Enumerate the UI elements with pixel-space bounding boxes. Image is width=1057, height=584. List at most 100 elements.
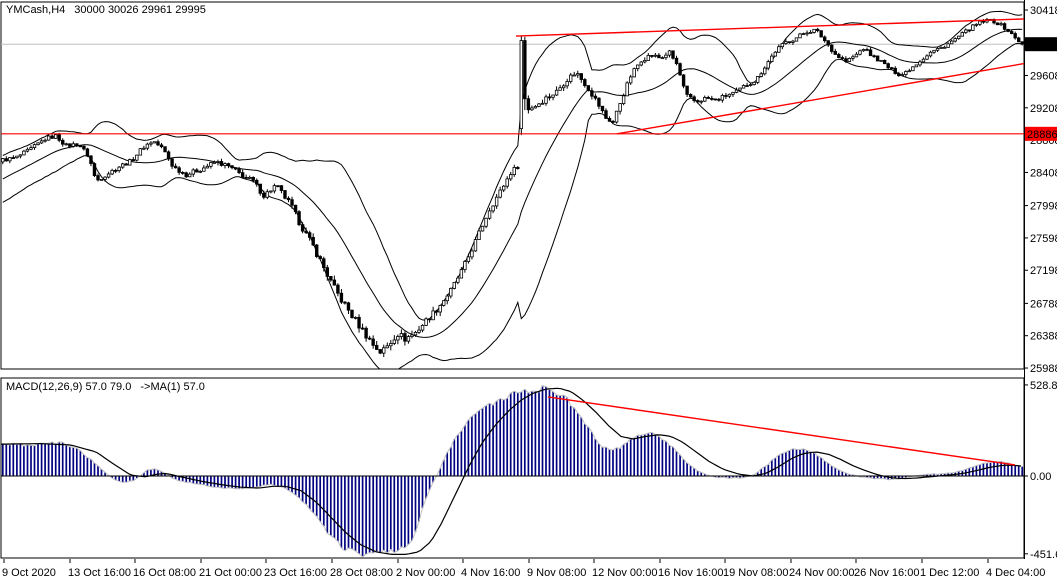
candle-bear bbox=[604, 110, 608, 119]
candle-bear bbox=[688, 93, 693, 98]
candle-bull bbox=[15, 155, 19, 159]
candle-bear bbox=[4, 158, 8, 162]
candle-bull bbox=[801, 33, 806, 35]
macd-axis-label: 0.00 bbox=[1030, 471, 1051, 483]
candle-bull bbox=[907, 70, 912, 73]
candle-bear bbox=[830, 44, 834, 52]
price-axis-label: 26788 bbox=[1030, 298, 1057, 310]
candle-bull bbox=[530, 107, 534, 111]
macd-value-axis[interactable]: 528.8 0.00 -451.6 bbox=[1024, 380, 1057, 561]
candle-bear bbox=[692, 96, 696, 101]
candle-bull bbox=[205, 165, 210, 169]
candle-bull bbox=[660, 57, 665, 60]
candle-bull bbox=[466, 256, 471, 262]
bollinger-lower-band bbox=[2, 42, 1023, 369]
candle-bull bbox=[29, 147, 33, 150]
candle-bull bbox=[703, 97, 707, 102]
candle-bear bbox=[833, 51, 837, 55]
candle-bull bbox=[509, 174, 513, 180]
candle-bull bbox=[417, 329, 421, 333]
candle-bear bbox=[230, 165, 234, 169]
candle-bear bbox=[315, 244, 319, 257]
candle-bull bbox=[780, 43, 785, 48]
candle-bear bbox=[882, 59, 887, 65]
time-axis-label: 9 Oct 2020 bbox=[2, 567, 56, 579]
candle-bull bbox=[103, 176, 107, 180]
macd-trendline[interactable] bbox=[547, 396, 1016, 466]
main-plot-area[interactable] bbox=[1, 10, 1024, 372]
candle-bear bbox=[329, 275, 333, 281]
candle-bear bbox=[195, 169, 199, 173]
candle-bear bbox=[251, 176, 255, 181]
candle-bear bbox=[1009, 31, 1014, 34]
time-axis-label: 13 Oct 16:00 bbox=[68, 567, 131, 579]
candle-bull bbox=[43, 139, 47, 142]
candle-bear bbox=[78, 145, 83, 148]
candle-bear bbox=[286, 197, 291, 201]
candle-bear bbox=[339, 292, 344, 303]
symbol-title: YMCash,H4 30000 30026 29961 29995 bbox=[6, 4, 206, 16]
candle-bear bbox=[650, 55, 654, 57]
candle-bear bbox=[822, 36, 827, 42]
candle-bear bbox=[219, 161, 224, 166]
candle-bear bbox=[240, 172, 245, 178]
macd-plot-area[interactable] bbox=[1, 385, 1024, 558]
candle-bear bbox=[255, 179, 259, 185]
candle-bull bbox=[198, 170, 203, 173]
candle-bull bbox=[477, 230, 481, 241]
time-axis-label: 28 Oct 08:00 bbox=[330, 567, 393, 579]
candle-bull bbox=[149, 142, 153, 145]
candle-bear bbox=[600, 105, 605, 112]
candle-bull bbox=[935, 48, 940, 51]
price-axis[interactable]: 3041829608292082880828408279982759827198… bbox=[1024, 5, 1057, 375]
lower-trendline[interactable] bbox=[616, 62, 1024, 135]
candle-bull bbox=[900, 74, 904, 77]
candle-bull bbox=[636, 64, 640, 70]
candle-bear bbox=[378, 349, 382, 354]
candles-layer bbox=[1, 17, 1024, 358]
candle-bear bbox=[597, 97, 601, 107]
candle-bull bbox=[805, 32, 809, 35]
candle-bull bbox=[438, 305, 442, 313]
candle-bear bbox=[332, 279, 337, 286]
candle-bear bbox=[307, 232, 312, 238]
time-axis-label: 19 Nov 08:00 bbox=[723, 567, 788, 579]
candle-bear bbox=[166, 151, 171, 160]
macd-axis-label: 528.8 bbox=[1030, 380, 1057, 392]
candle-bull bbox=[459, 269, 464, 279]
candle-bull bbox=[618, 103, 622, 112]
candle-bear bbox=[96, 175, 100, 181]
candle-bear bbox=[113, 169, 118, 172]
candle-bull bbox=[614, 110, 619, 123]
candle-bear bbox=[579, 73, 583, 80]
candle-bear bbox=[262, 192, 266, 198]
candle-bull bbox=[382, 347, 386, 354]
bollinger-bands bbox=[2, 10, 1023, 369]
candle-bull bbox=[512, 167, 516, 176]
time-axis[interactable]: 9 Oct 2020 13 Oct 16:00 16 Oct 08:00 21 Oct… bbox=[2, 559, 1045, 579]
candle-bull bbox=[879, 59, 883, 62]
candle-bear bbox=[50, 135, 54, 139]
candle-bull bbox=[847, 57, 852, 62]
candle-bull bbox=[39, 140, 44, 144]
candle-bear bbox=[837, 54, 841, 58]
upper-trendline[interactable] bbox=[515, 18, 1024, 37]
candle-bull bbox=[798, 33, 802, 39]
candle-bear bbox=[374, 344, 379, 350]
candle-bear bbox=[1006, 28, 1010, 32]
candle-bear bbox=[322, 258, 326, 269]
candle-bear bbox=[611, 120, 615, 123]
candle-bull bbox=[759, 73, 763, 77]
candle-bull bbox=[269, 190, 273, 193]
candle-bull bbox=[974, 23, 979, 26]
candle-bull bbox=[494, 196, 499, 207]
candle-bear bbox=[671, 50, 675, 59]
candle-bull bbox=[209, 162, 213, 167]
candle-bull bbox=[770, 55, 774, 62]
candle-bull bbox=[851, 56, 855, 59]
candle-bull bbox=[960, 32, 964, 37]
candle-bull bbox=[653, 54, 658, 57]
price-axis-label: 29208 bbox=[1030, 103, 1057, 115]
candle-bull bbox=[928, 51, 933, 57]
